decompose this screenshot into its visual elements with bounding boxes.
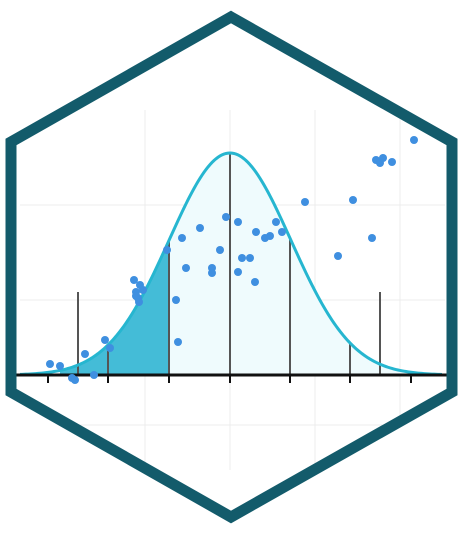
scatter-point bbox=[246, 254, 254, 262]
scatter-point bbox=[251, 278, 259, 286]
scatter-point bbox=[278, 228, 286, 236]
scatter-point bbox=[272, 218, 280, 226]
bell-curve-line bbox=[19, 151, 443, 376]
scatter-point bbox=[410, 136, 418, 144]
scatter-point bbox=[101, 336, 109, 344]
scatter-point bbox=[178, 234, 186, 242]
scatter-point bbox=[222, 213, 230, 221]
bell-curve-shaded-region bbox=[60, 240, 169, 375]
scatter-point bbox=[132, 292, 140, 300]
scatter-point bbox=[172, 296, 180, 304]
scatter-point bbox=[252, 228, 260, 236]
reference-lines bbox=[77, 153, 381, 375]
scatter-point bbox=[56, 362, 64, 370]
scatter-point bbox=[238, 254, 246, 262]
scatter-point bbox=[234, 218, 242, 226]
scatter-point bbox=[81, 350, 89, 358]
scatter-point bbox=[139, 286, 147, 294]
scatter-point bbox=[301, 198, 309, 206]
scatter-point bbox=[379, 154, 387, 162]
plot-area bbox=[15, 110, 448, 470]
scatter-point bbox=[216, 246, 224, 254]
scatter-point bbox=[174, 338, 182, 346]
scatter-point bbox=[130, 276, 138, 284]
scatter-point bbox=[106, 344, 114, 352]
scatter-point bbox=[388, 158, 396, 166]
scatter-point bbox=[90, 371, 98, 379]
x-axis-ticks bbox=[47, 375, 412, 383]
scatter-point bbox=[46, 360, 54, 368]
scatter-point bbox=[71, 376, 79, 384]
scatter-point bbox=[196, 224, 204, 232]
scatter-point bbox=[135, 298, 143, 306]
scatter-point bbox=[182, 264, 190, 272]
scatter-points bbox=[41, 136, 418, 414]
hexagon-border bbox=[5, 10, 458, 524]
scatter-point bbox=[334, 252, 342, 260]
scatter-point bbox=[163, 246, 171, 254]
scatter-point bbox=[368, 234, 376, 242]
scatter-point bbox=[208, 269, 216, 277]
scatter-point bbox=[349, 196, 357, 204]
scatter-point bbox=[234, 268, 242, 276]
scatter-point bbox=[266, 232, 274, 240]
